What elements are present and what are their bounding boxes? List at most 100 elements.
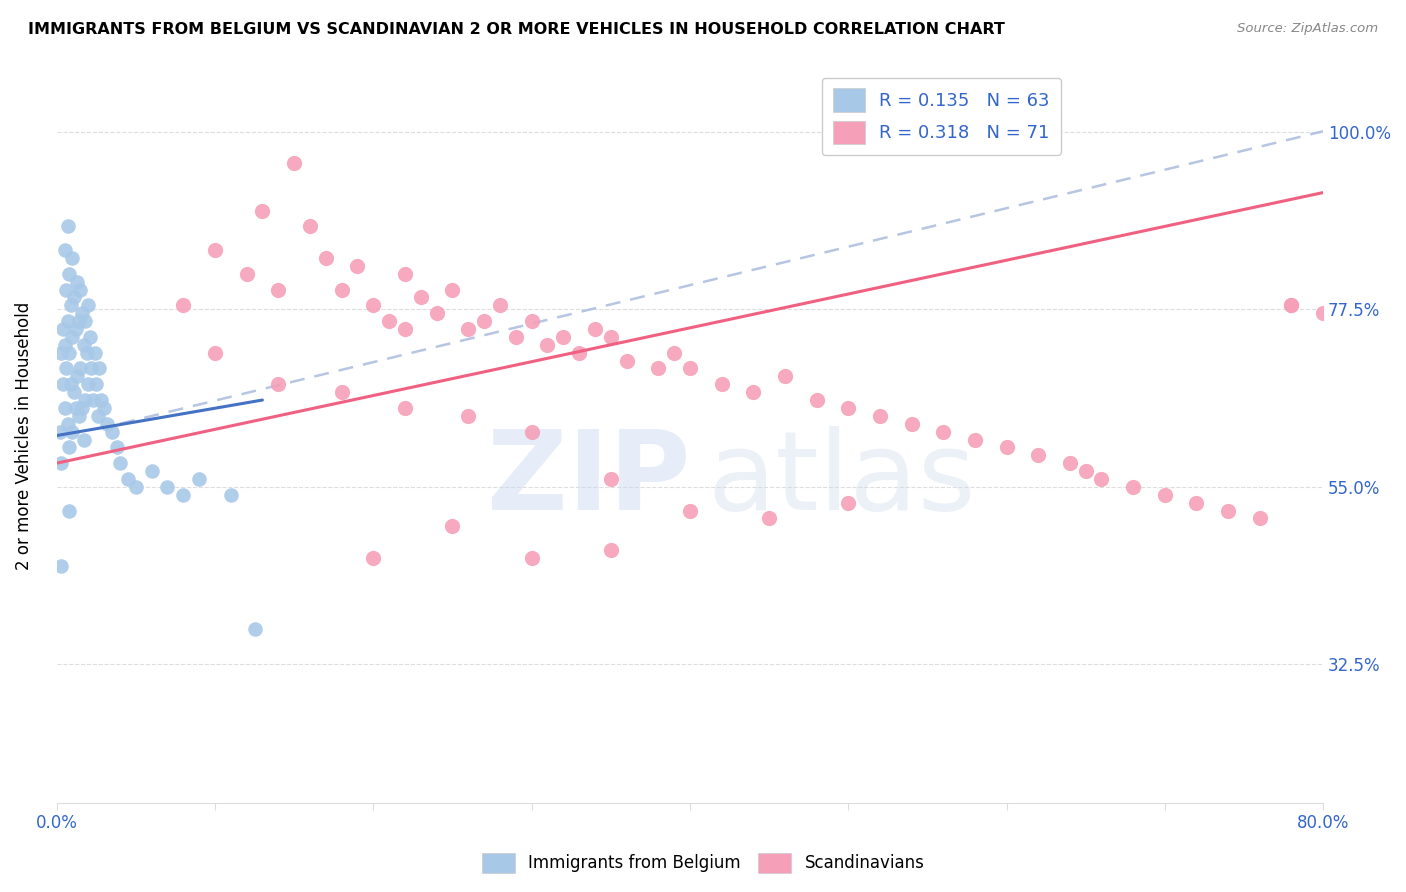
Point [710, 377, 733, 392]
Point [53, 338, 76, 352]
Point [70, 306, 93, 320]
Point [204, 243, 226, 257]
Point [283, 156, 305, 170]
Point [1185, 496, 1208, 510]
Point [59, 298, 82, 312]
Point [69, 283, 91, 297]
Point [58, 345, 80, 359]
Point [330, 283, 353, 297]
Point [52, 322, 75, 336]
Point [963, 433, 986, 447]
Point [679, 361, 702, 376]
Point [79, 330, 101, 344]
Text: IMMIGRANTS FROM BELGIUM VS SCANDINAVIAN 2 OR MORE VEHICLES IN HOUSEHOLD CORRELAT: IMMIGRANTS FROM BELGIUM VS SCANDINAVIAN … [28, 22, 1005, 37]
Point [62, 330, 84, 344]
Point [58, 441, 80, 455]
Point [76, 345, 98, 359]
Point [426, 306, 449, 320]
Point [742, 385, 765, 400]
Point [361, 550, 384, 565]
Point [441, 519, 464, 533]
Point [125, 480, 148, 494]
Point [49, 425, 72, 439]
Point [568, 345, 591, 359]
Point [553, 330, 575, 344]
Point [900, 417, 922, 431]
Point [63, 290, 86, 304]
Point [536, 338, 558, 352]
Point [267, 283, 290, 297]
Point [1281, 298, 1303, 312]
Point [62, 251, 84, 265]
Point [52, 377, 75, 392]
Point [394, 267, 416, 281]
Point [1059, 456, 1081, 470]
Point [141, 464, 163, 478]
Point [520, 550, 543, 565]
Point [773, 369, 796, 384]
Point [1153, 488, 1175, 502]
Point [93, 401, 115, 415]
Point [96, 417, 118, 431]
Point [53, 401, 76, 415]
Point [90, 392, 112, 407]
Point [66, 369, 89, 384]
Point [1375, 748, 1398, 763]
Point [1344, 724, 1367, 739]
Point [394, 322, 416, 336]
Point [51, 456, 73, 470]
Point [243, 622, 266, 636]
Point [583, 322, 606, 336]
Point [1281, 298, 1303, 312]
Point [1218, 503, 1240, 517]
Point [330, 385, 353, 400]
Point [457, 409, 479, 423]
Point [346, 259, 368, 273]
Point [58, 503, 80, 517]
Point [72, 338, 94, 352]
Point [204, 345, 226, 359]
Point [188, 472, 211, 486]
Point [82, 392, 104, 407]
Point [172, 298, 194, 312]
Point [361, 298, 384, 312]
Point [101, 425, 124, 439]
Point [1344, 125, 1367, 139]
Point [837, 401, 859, 415]
Point [59, 377, 82, 392]
Point [51, 345, 73, 359]
Point [1312, 306, 1334, 320]
Point [51, 558, 73, 573]
Point [219, 488, 242, 502]
Point [55, 361, 77, 376]
Text: ZIP: ZIP [486, 426, 690, 533]
Point [758, 511, 780, 525]
Point [489, 298, 512, 312]
Legend: R = 0.135   N = 63, R = 0.318   N = 71: R = 0.135 N = 63, R = 0.318 N = 71 [821, 78, 1060, 154]
Point [75, 392, 97, 407]
Point [1026, 448, 1049, 462]
Point [56, 417, 79, 431]
Point [67, 409, 90, 423]
Point [298, 219, 321, 234]
Point [70, 401, 93, 415]
Point [441, 283, 464, 297]
Point [108, 456, 131, 470]
Point [65, 401, 87, 415]
Point [63, 385, 86, 400]
Point [932, 425, 955, 439]
Point [156, 480, 179, 494]
Point [56, 219, 79, 234]
Point [599, 472, 621, 486]
Point [599, 543, 621, 558]
Point [599, 330, 621, 344]
Point [837, 496, 859, 510]
Point [117, 472, 139, 486]
Point [56, 314, 79, 328]
Point [89, 361, 111, 376]
Point [505, 330, 527, 344]
Text: atlas: atlas [707, 426, 976, 533]
Point [1375, 125, 1398, 139]
Point [172, 488, 194, 502]
Point [267, 377, 290, 392]
